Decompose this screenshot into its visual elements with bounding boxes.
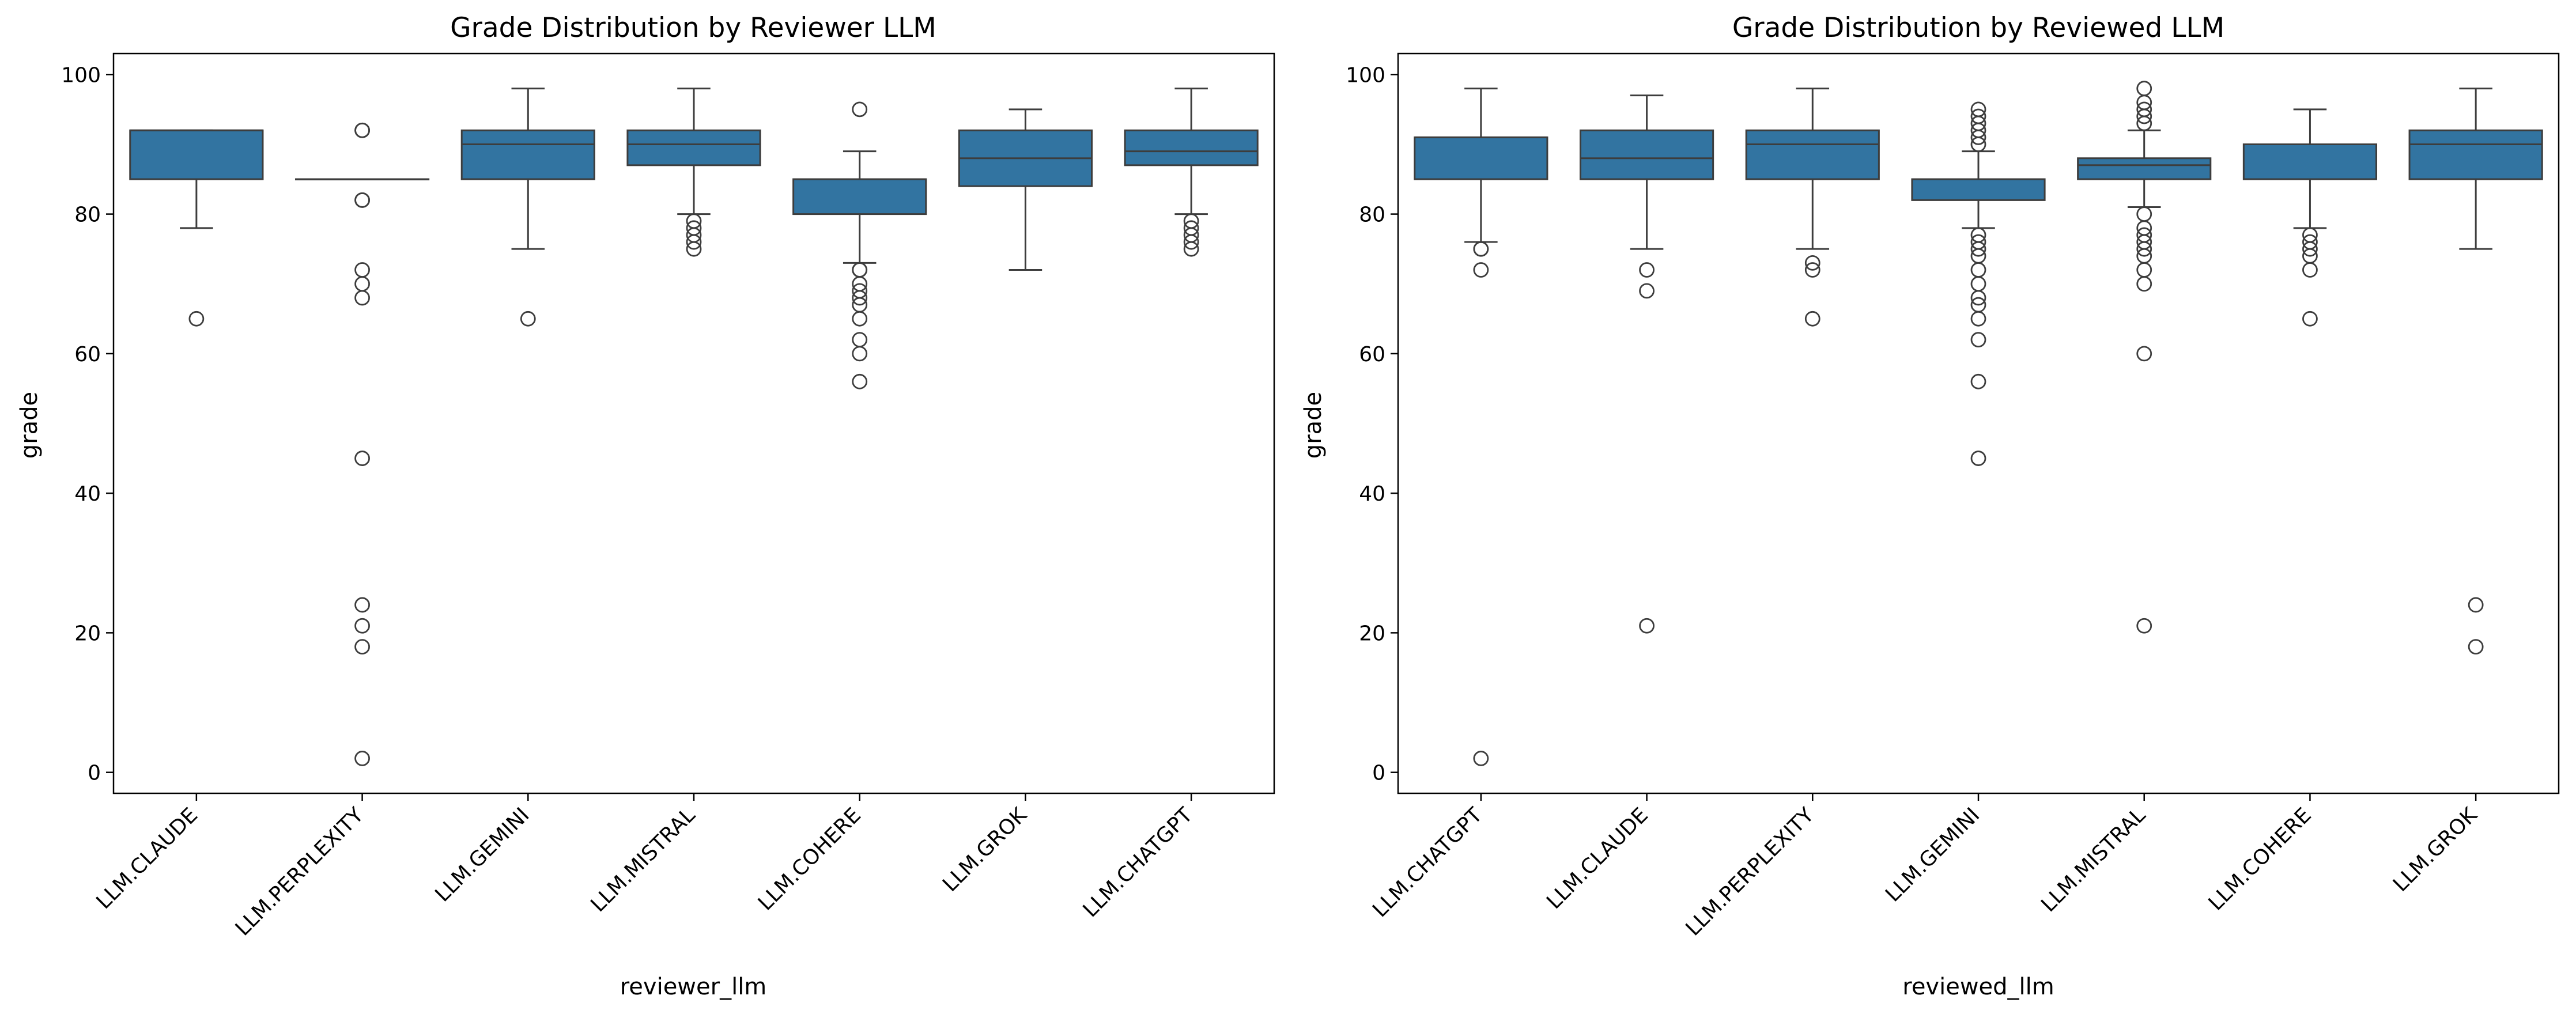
right-chart-outlier: [2136, 115, 2152, 131]
left-chart-outlier: [852, 311, 868, 327]
left-chart-outlier: [354, 192, 370, 208]
left-chart-xlabel: reviewer_llm: [620, 974, 767, 1000]
right-chart-boxes: [1414, 81, 2543, 766]
left-chart-outlier: [354, 751, 370, 766]
right-chart-xlabel: reviewed_llm: [1902, 974, 2054, 1000]
right-chart-box: [1414, 136, 1548, 180]
left-chart-outlier: [852, 346, 868, 362]
right-chart-outlier: [1970, 332, 1986, 348]
left-chart-ytick-label: 80: [74, 203, 101, 227]
right-chart-ylabel: grade: [1300, 392, 1327, 459]
right-chart-box: [2077, 157, 2212, 180]
left-chart-ytick-label: 40: [74, 482, 101, 506]
left-chart-boxes: [129, 88, 1259, 766]
left-chart-box: [129, 129, 264, 180]
right-chart-outlier: [1970, 129, 1986, 145]
right-chart-y-axis: 0 20 40 60 80 100: [1346, 63, 1398, 785]
left-chart-ytick-label: 0: [88, 762, 101, 785]
left-chart-box-group: [294, 122, 430, 766]
right-chart-outlier: [2136, 108, 2152, 124]
right-chart-box-group: [1745, 88, 1880, 327]
left-chart-plot-frame: [112, 52, 1275, 794]
left-chart-box: [460, 129, 595, 180]
left-chart-outlier: [354, 597, 370, 613]
right-chart-title: Grade Distribution by Reviewed LLM: [1732, 12, 2224, 44]
right-chart-outlier: [2302, 262, 2318, 278]
left-chart-box: [626, 129, 761, 166]
right-chart-outlier: [1473, 241, 1489, 257]
right-chart-ytick-label: 40: [1359, 482, 1385, 506]
right-chart-box: [1745, 129, 1880, 180]
right-chart-outlier: [1804, 311, 1820, 327]
right-chart-outlier: [2136, 241, 2152, 257]
left-chart-outlier: [686, 234, 702, 250]
right-chart-ytick-label: 100: [1346, 63, 1385, 87]
left-chart-outlier: [354, 451, 370, 466]
right-chart-box-group: [2242, 108, 2378, 327]
left-chart-box-group: [958, 108, 1093, 271]
right-chart-outlier: [2302, 241, 2318, 257]
left-chart-outlier: [1183, 234, 1199, 250]
right-chart-box: [2242, 143, 2378, 180]
left-chart-ytick-label: 100: [61, 63, 101, 87]
left-chart-ytick-label: 20: [74, 622, 101, 645]
right-chart-outlier: [2302, 311, 2318, 327]
right-chart-outlier: [1639, 262, 1655, 278]
left-chart-box-group: [460, 88, 595, 327]
right-chart-box: [1911, 178, 2046, 201]
right-chart-outlier: [2468, 639, 2484, 655]
right-chart-outlier: [2136, 346, 2152, 362]
left-chart-box-group: [1124, 88, 1259, 257]
right-chart-outlier: [1970, 373, 1986, 389]
right-chart-box-group: [1579, 94, 1714, 634]
left-chart-box-group: [792, 101, 927, 389]
right-chart-outlier: [1970, 290, 1986, 306]
right-chart-outlier: [2136, 276, 2152, 292]
right-chart-outlier: [1804, 255, 1820, 271]
left-chart-box-group: [626, 88, 761, 257]
right-chart-outlier: [1804, 262, 1820, 278]
left-chart-title: Grade Distribution by Reviewer LLM: [450, 12, 936, 44]
left-chart-ytick-label: 60: [74, 343, 101, 366]
right-chart-outlier: [1473, 751, 1489, 766]
left-chart-outlier: [354, 122, 370, 138]
right-chart-outlier: [1473, 262, 1489, 278]
left-chart-ylabel: grade: [16, 392, 43, 459]
right-chart-box-group: [1911, 101, 2046, 466]
left-chart-outlier: [520, 311, 536, 327]
left-chart-outlier: [354, 290, 370, 306]
right-chart-ytick-label: 80: [1359, 203, 1385, 227]
right-chart-outlier: [1970, 451, 1986, 466]
right-chart-box: [2408, 129, 2543, 180]
left-chart-outlier: [852, 101, 868, 118]
right-chart-outlier: [1639, 618, 1655, 634]
right-chart-outlier: [2468, 597, 2484, 613]
right-chart-box-group: [2077, 81, 2212, 634]
right-chart-outlier: [1970, 137, 1986, 152]
right-chart-outlier: [1639, 283, 1655, 299]
left-chart-box: [792, 178, 927, 215]
right-chart-ytick-label: 0: [1372, 762, 1385, 785]
right-chart-outlier: [1970, 241, 1986, 257]
left-chart-outlier: [852, 373, 868, 389]
left-chart-box: [1124, 129, 1259, 166]
right-chart-outlier: [2136, 618, 2152, 634]
left-chart-outlier: [354, 639, 370, 655]
left-chart-outlier: [354, 618, 370, 634]
left-chart-y-axis: 0 20 40 60 80 100: [61, 63, 114, 785]
left-chart-outlier: [852, 290, 868, 306]
left-chart-outlier: [188, 311, 205, 327]
right-chart-box: [1579, 129, 1714, 180]
right-chart-box-group: [1414, 88, 1548, 766]
right-chart-box-group: [2408, 88, 2543, 655]
right-chart-ytick-label: 60: [1359, 343, 1385, 366]
left-chart-box-group: [129, 129, 264, 327]
left-chart-outlier: [1183, 241, 1199, 257]
right-chart-outlier: [1970, 311, 1986, 327]
left-chart-outlier: [686, 241, 702, 257]
right-chart-ytick-label: 20: [1359, 622, 1385, 645]
right-chart-plot-frame: [1397, 52, 2560, 794]
